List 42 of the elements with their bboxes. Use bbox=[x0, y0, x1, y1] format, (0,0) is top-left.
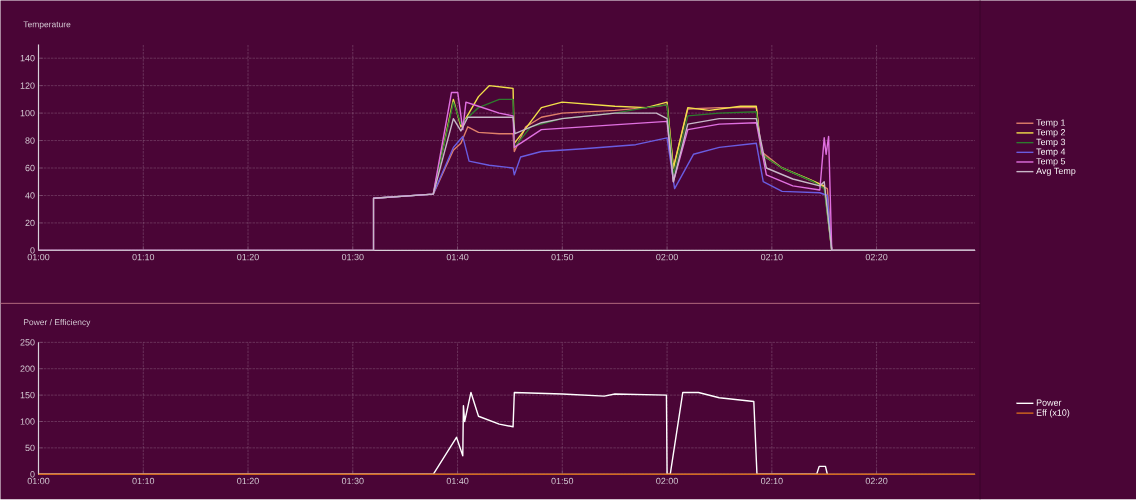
x-tick-label: 02:10 bbox=[760, 477, 783, 485]
legend-label: Eff (x10) bbox=[1036, 409, 1070, 418]
x-tick-label: 02:20 bbox=[865, 477, 888, 485]
x-tick-label: 01:40 bbox=[446, 477, 469, 485]
y-tick-label: 0 bbox=[30, 471, 35, 478]
x-tick-label: 01:10 bbox=[132, 254, 155, 261]
x-tick-label: 01:20 bbox=[237, 477, 259, 485]
legend-label: Temp 1 bbox=[1036, 119, 1066, 128]
x-tick-label: 01:10 bbox=[132, 477, 155, 485]
x-tick-label: 01:50 bbox=[551, 254, 574, 261]
x-tick-label: 01:30 bbox=[341, 254, 364, 261]
x-tick-label: 02:10 bbox=[760, 254, 783, 261]
x-tick-label: 02:20 bbox=[865, 254, 888, 261]
legend-label: Power bbox=[1036, 399, 1062, 406]
y-tick-label: 50 bbox=[25, 444, 35, 452]
y-tick-label: 250 bbox=[20, 339, 35, 346]
y-tick-label: 150 bbox=[20, 392, 35, 399]
y-tick-label: 140 bbox=[20, 55, 35, 62]
legend-label: Temp 4 bbox=[1036, 148, 1066, 157]
y-tick-label: 20 bbox=[25, 219, 35, 227]
legend-label: Temp 2 bbox=[1036, 129, 1066, 138]
chart-title: Power / Efficiency bbox=[23, 319, 91, 327]
y-tick-label: 40 bbox=[25, 192, 35, 199]
x-tick-label: 01:00 bbox=[27, 477, 50, 485]
legend-label: Avg Temp bbox=[1036, 167, 1076, 176]
legend-label: Temp 3 bbox=[1036, 138, 1066, 147]
y-tick-label: 120 bbox=[20, 82, 35, 89]
x-tick-label: 01:00 bbox=[27, 254, 50, 261]
y-tick-label: 80 bbox=[25, 137, 35, 144]
x-tick-label: 01:40 bbox=[446, 254, 469, 261]
x-tick-label: 02:00 bbox=[656, 477, 678, 485]
x-tick-label: 01:50 bbox=[551, 477, 574, 485]
x-tick-label: 01:30 bbox=[341, 477, 364, 485]
x-tick-label: 01:20 bbox=[237, 254, 259, 261]
y-tick-label: 100 bbox=[20, 110, 35, 117]
y-tick-label: 0 bbox=[30, 247, 35, 254]
chart-title: Temperature bbox=[23, 21, 71, 30]
y-tick-label: 100 bbox=[20, 418, 35, 425]
y-tick-label: 60 bbox=[25, 164, 35, 172]
legend-label: Temp 5 bbox=[1036, 158, 1066, 167]
x-tick-label: 02:00 bbox=[656, 254, 678, 261]
y-tick-label: 200 bbox=[20, 365, 35, 373]
